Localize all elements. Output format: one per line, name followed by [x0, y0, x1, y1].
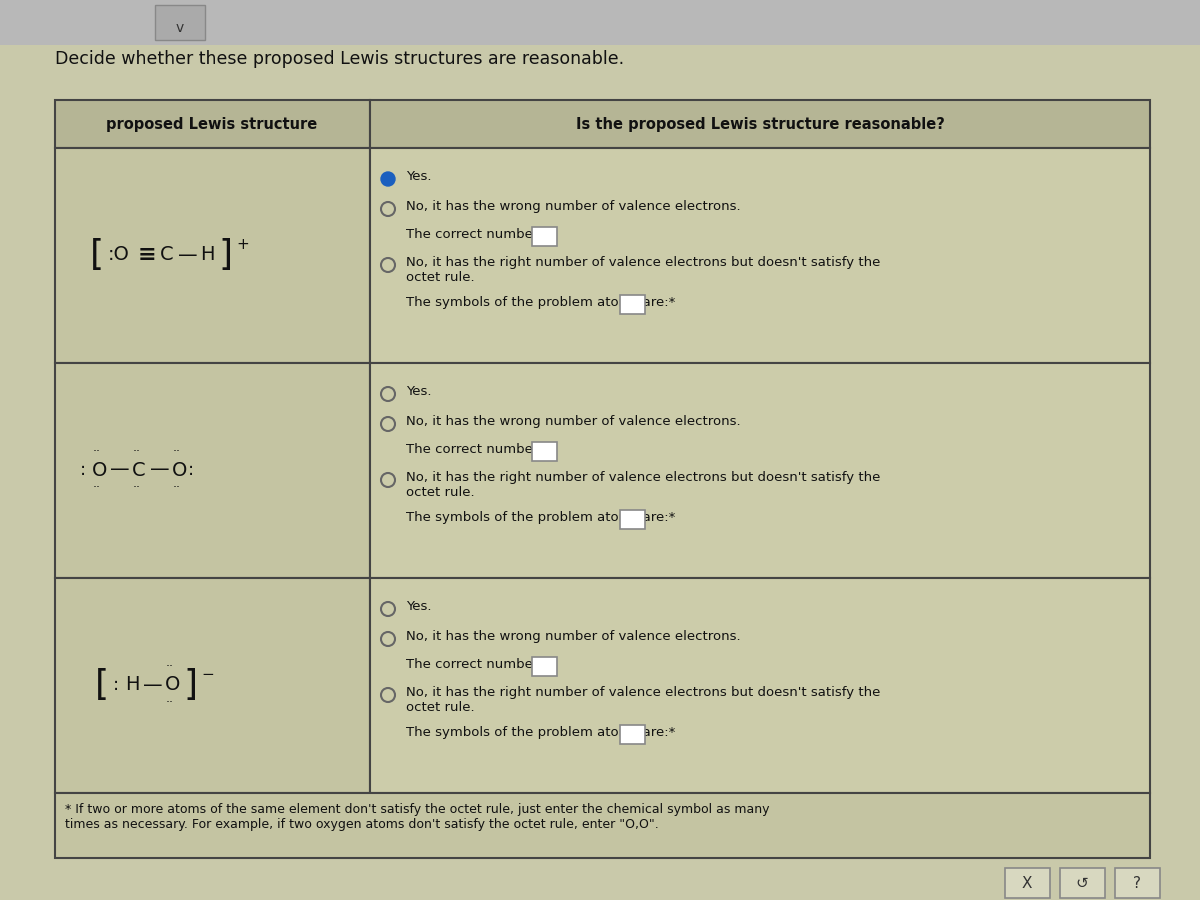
Text: —: — — [150, 461, 169, 480]
Text: v: v — [176, 21, 184, 35]
Text: +: + — [236, 237, 248, 252]
Bar — [1115, 868, 1160, 898]
Text: ]: ] — [182, 668, 197, 702]
Text: —: — — [143, 676, 163, 695]
Bar — [155, 5, 205, 40]
Text: No, it has the wrong number of valence electrons.: No, it has the wrong number of valence e… — [406, 630, 740, 643]
Text: C: C — [160, 246, 174, 265]
Bar — [55, 793, 1150, 858]
Text: :: : — [188, 461, 194, 479]
Text: ?: ? — [1133, 876, 1141, 890]
Bar — [532, 657, 557, 676]
Text: O: O — [172, 461, 187, 480]
Text: :: : — [113, 676, 119, 694]
Text: No, it has the wrong number of valence electrons.: No, it has the wrong number of valence e… — [406, 200, 740, 213]
Text: ↺: ↺ — [1075, 876, 1088, 890]
Text: ]: ] — [218, 238, 232, 272]
Bar — [620, 510, 646, 529]
Text: Decide whether these proposed Lewis structures are reasonable.: Decide whether these proposed Lewis stru… — [55, 50, 624, 68]
Text: X: X — [1021, 876, 1032, 890]
Text: :O: :O — [108, 246, 130, 265]
Text: Yes.: Yes. — [406, 385, 432, 398]
Text: Is the proposed Lewis structure reasonable?: Is the proposed Lewis structure reasonab… — [576, 116, 944, 131]
Bar — [1060, 868, 1105, 898]
Text: proposed Lewis structure: proposed Lewis structure — [107, 116, 318, 131]
Text: H: H — [125, 676, 139, 695]
Text: —: — — [110, 461, 130, 480]
Bar — [1006, 868, 1050, 898]
Text: * If two or more atoms of the same element don't satisfy the octet rule, just en: * If two or more atoms of the same eleme… — [65, 803, 769, 831]
Text: —: — — [178, 246, 198, 265]
Text: The correct number is:: The correct number is: — [406, 658, 558, 671]
Text: Yes.: Yes. — [406, 170, 432, 183]
Bar — [55, 363, 370, 578]
Text: The symbols of the problem atoms are:*: The symbols of the problem atoms are:* — [406, 296, 676, 309]
Text: ··: ·· — [94, 446, 101, 458]
Text: Yes.: Yes. — [406, 600, 432, 613]
Bar — [532, 442, 557, 461]
Text: −: − — [202, 667, 214, 682]
Text: C: C — [132, 461, 145, 480]
Bar — [370, 148, 1150, 363]
Text: No, it has the right number of valence electrons but doesn't satisfy the
octet r: No, it has the right number of valence e… — [406, 686, 881, 714]
Text: No, it has the wrong number of valence electrons.: No, it has the wrong number of valence e… — [406, 415, 740, 428]
Bar — [620, 725, 646, 744]
Bar — [55, 100, 370, 148]
Text: ··: ·· — [173, 446, 181, 458]
Text: H: H — [200, 246, 215, 265]
Text: O: O — [166, 676, 180, 695]
Text: ··: ·· — [133, 446, 142, 458]
Text: The symbols of the problem atoms are:*: The symbols of the problem atoms are:* — [406, 726, 676, 739]
Text: The symbols of the problem atoms are:*: The symbols of the problem atoms are:* — [406, 511, 676, 524]
Text: The correct number is:: The correct number is: — [406, 228, 558, 241]
Bar — [370, 363, 1150, 578]
Circle shape — [382, 172, 395, 186]
Bar — [532, 227, 557, 246]
Text: ··: ·· — [173, 482, 181, 494]
Text: ··: ·· — [166, 661, 174, 673]
Text: :: : — [80, 461, 86, 479]
Text: [: [ — [95, 668, 109, 702]
Text: ··: ·· — [133, 482, 142, 494]
Text: No, it has the right number of valence electrons but doesn't satisfy the
octet r: No, it has the right number of valence e… — [406, 471, 881, 499]
Bar — [370, 578, 1150, 793]
Text: No, it has the right number of valence electrons but doesn't satisfy the
octet r: No, it has the right number of valence e… — [406, 256, 881, 284]
Text: ··: ·· — [94, 482, 101, 494]
Bar — [0, 0, 1200, 45]
Bar — [370, 100, 1150, 148]
Text: ··: ·· — [166, 697, 174, 709]
Text: O: O — [92, 461, 107, 480]
Text: The correct number is:: The correct number is: — [406, 443, 558, 456]
Bar — [55, 578, 370, 793]
Bar — [55, 148, 370, 363]
Bar — [620, 295, 646, 314]
Text: [: [ — [90, 238, 104, 272]
Text: ≡: ≡ — [138, 245, 157, 265]
